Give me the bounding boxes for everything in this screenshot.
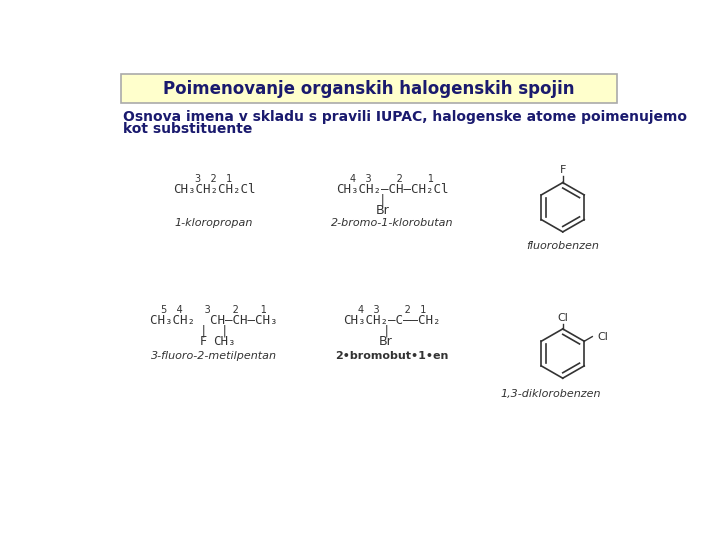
Text: kot substituente: kot substituente	[122, 123, 252, 137]
Text: 4   3        2        1: 4 3 2 1	[350, 174, 434, 184]
Text: Poimenovanje organskih halogenskih spojin: Poimenovanje organskih halogenskih spoji…	[163, 80, 575, 98]
Text: 1-kloropropan: 1-kloropropan	[175, 218, 253, 228]
Text: CH₃CH₂CH₂Cl: CH₃CH₂CH₂Cl	[173, 183, 256, 196]
Text: Cl: Cl	[597, 332, 608, 342]
Text: CH₃CH₂  CH—CH—CH₃: CH₃CH₂ CH—CH—CH₃	[150, 314, 278, 327]
Text: 2•bromobut•1•en: 2•bromobut•1•en	[336, 351, 449, 361]
Text: Br: Br	[379, 335, 393, 348]
Text: CH₃CH₂—CH—CH₂Cl: CH₃CH₂—CH—CH₂Cl	[336, 183, 449, 196]
Text: fluorobenzen: fluorobenzen	[526, 241, 599, 251]
Text: F: F	[559, 165, 566, 176]
Text: |: |	[221, 325, 229, 338]
Text: CH₃: CH₃	[214, 335, 236, 348]
Text: |: |	[199, 325, 207, 338]
Text: 1,3-diklorobenzen: 1,3-diklorobenzen	[501, 389, 601, 399]
Text: 5   4       3       2       1: 5 4 3 2 1	[161, 305, 267, 315]
Text: CH₃CH₂—C——CH₂: CH₃CH₂—C——CH₂	[343, 314, 441, 327]
Text: 4   3        2   1: 4 3 2 1	[358, 305, 426, 315]
Text: Cl: Cl	[557, 313, 568, 323]
Text: Osnova imena v skladu s pravili IUPAC, halogenske atome poimenujemo: Osnova imena v skladu s pravili IUPAC, h…	[122, 110, 687, 124]
Text: |: |	[382, 325, 390, 338]
Text: 3-fluoro-2-metilpentan: 3-fluoro-2-metilpentan	[151, 351, 277, 361]
Text: Br: Br	[376, 204, 390, 217]
Text: |: |	[379, 194, 387, 207]
FancyBboxPatch shape	[121, 74, 617, 103]
Text: F: F	[199, 335, 207, 348]
Text: 2-bromo-1-klorobutan: 2-bromo-1-klorobutan	[331, 218, 454, 228]
Text: 3   2   1: 3 2 1	[195, 174, 233, 184]
